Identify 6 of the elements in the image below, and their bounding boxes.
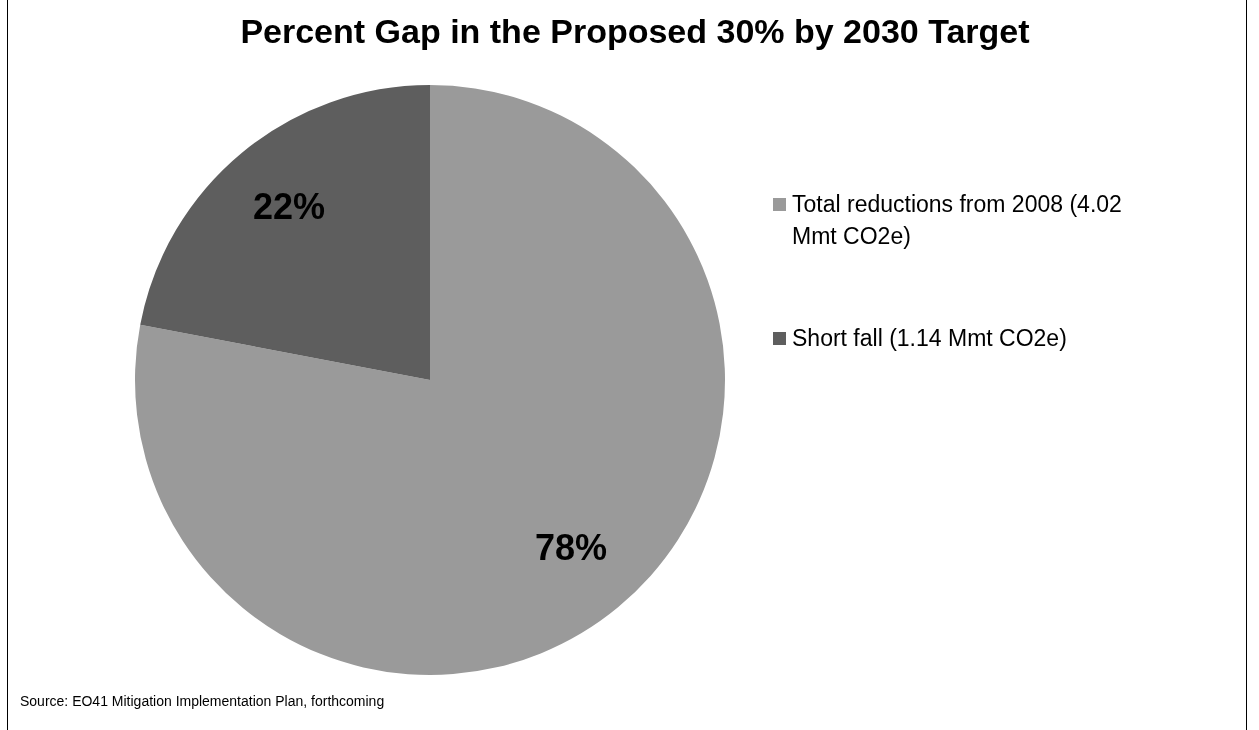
data-label: 78% [535, 527, 608, 569]
legend-label: Short fall (1.14 Mmt CO2e) [792, 324, 1067, 353]
source-note: Source: EO41 Mitigation Implementation Plan, forthcoming [20, 693, 385, 709]
data-label: 22% [252, 186, 325, 228]
legend-label: Total reductions from 2008 (4.02 Mmt CO2e) [792, 190, 1123, 251]
chart-title: Percent Gap in the Proposed 30% by 2030 Target [239, 12, 1031, 51]
